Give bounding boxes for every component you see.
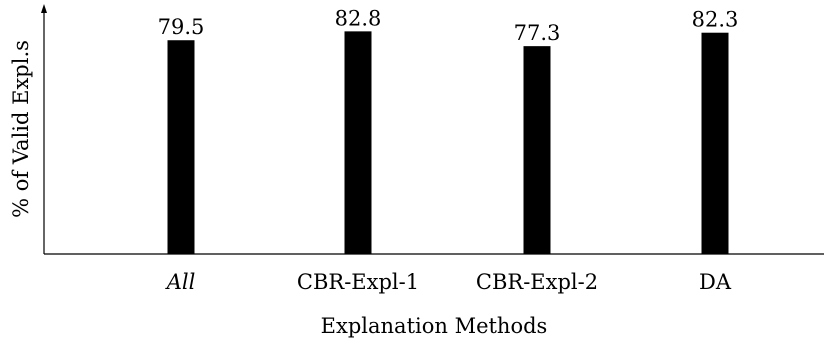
data-label-cbr-expl-2: 77.3 — [514, 21, 561, 45]
x-tick-label-all: All — [165, 270, 196, 294]
data-label-cbr-expl-1: 82.8 — [335, 6, 382, 30]
y-axis-label: % of Valid Expl.s — [9, 40, 33, 218]
x-tick-label-cbr-expl-1: CBR-Expl-1 — [297, 270, 419, 294]
bar-cbr-expl-1 — [344, 31, 372, 254]
bars-group — [167, 31, 729, 255]
data-labels-group: 79.5 82.8 77.3 82.3 — [158, 6, 739, 45]
bar-da — [701, 32, 729, 255]
bar-all — [167, 40, 195, 254]
x-tick-label-cbr-expl-2: CBR-Expl-2 — [476, 270, 598, 294]
x-tick-label-da: DA — [699, 270, 732, 294]
data-label-da: 82.3 — [692, 8, 739, 32]
data-label-all: 79.5 — [158, 15, 205, 39]
y-axis-arrow — [41, 4, 47, 13]
x-axis-label: Explanation Methods — [321, 314, 548, 338]
tick-labels-group: All CBR-Expl-1 CBR-Expl-2 DA — [165, 270, 732, 294]
bar-cbr-expl-2 — [523, 46, 551, 254]
